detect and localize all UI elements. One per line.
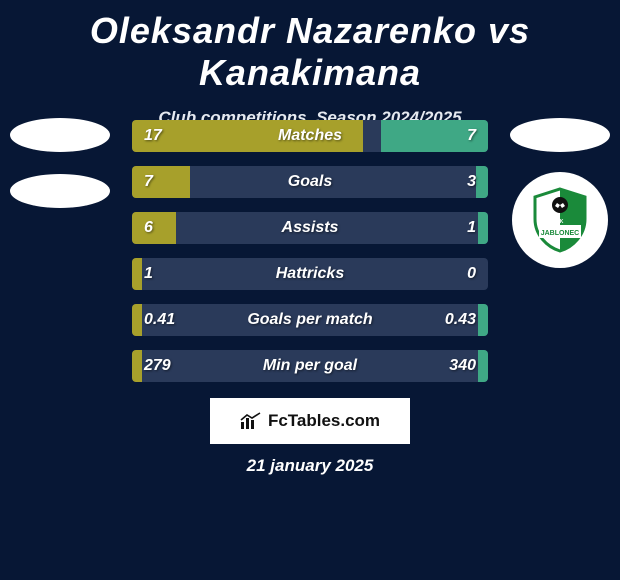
- stat-value-right: 340: [449, 350, 476, 382]
- chart-icon: [240, 412, 262, 430]
- right-player-badges: [510, 118, 610, 174]
- stat-row: 279Min per goal340: [132, 350, 488, 382]
- player1-badge-placeholder: [10, 118, 110, 152]
- shield-icon: JABLONEC FK: [525, 185, 595, 255]
- player2-club-logo: JABLONEC FK: [512, 172, 608, 268]
- stat-label: Goals: [132, 166, 488, 198]
- player1-club-placeholder: [10, 174, 110, 208]
- stat-row: 0.41Goals per match0.43: [132, 304, 488, 336]
- stat-value-right: 0.43: [445, 304, 476, 336]
- svg-text:JABLONEC: JABLONEC: [541, 230, 580, 237]
- stat-label: Matches: [132, 120, 488, 152]
- stats-comparison: 17Matches77Goals36Assists11Hattricks00.4…: [132, 120, 488, 396]
- stat-value-right: 1: [467, 212, 476, 244]
- player2-badge-placeholder: [510, 118, 610, 152]
- stat-label: Assists: [132, 212, 488, 244]
- stat-label: Min per goal: [132, 350, 488, 382]
- stat-row: 6Assists1: [132, 212, 488, 244]
- footer-date: 21 january 2025: [0, 456, 620, 476]
- stat-row: 7Goals3: [132, 166, 488, 198]
- stat-row: 17Matches7: [132, 120, 488, 152]
- stat-row: 1Hattricks0: [132, 258, 488, 290]
- stat-label: Goals per match: [132, 304, 488, 336]
- stat-label: Hattricks: [132, 258, 488, 290]
- stat-value-right: 7: [467, 120, 476, 152]
- left-player-badges: [10, 118, 110, 230]
- page-title: Oleksandr Nazarenko vs Kanakimana: [0, 0, 620, 94]
- brand-text: FcTables.com: [268, 411, 380, 431]
- brand-badge: FcTables.com: [210, 398, 410, 444]
- stat-value-right: 0: [467, 258, 476, 290]
- stat-value-right: 3: [467, 166, 476, 198]
- svg-text:FK: FK: [557, 219, 564, 225]
